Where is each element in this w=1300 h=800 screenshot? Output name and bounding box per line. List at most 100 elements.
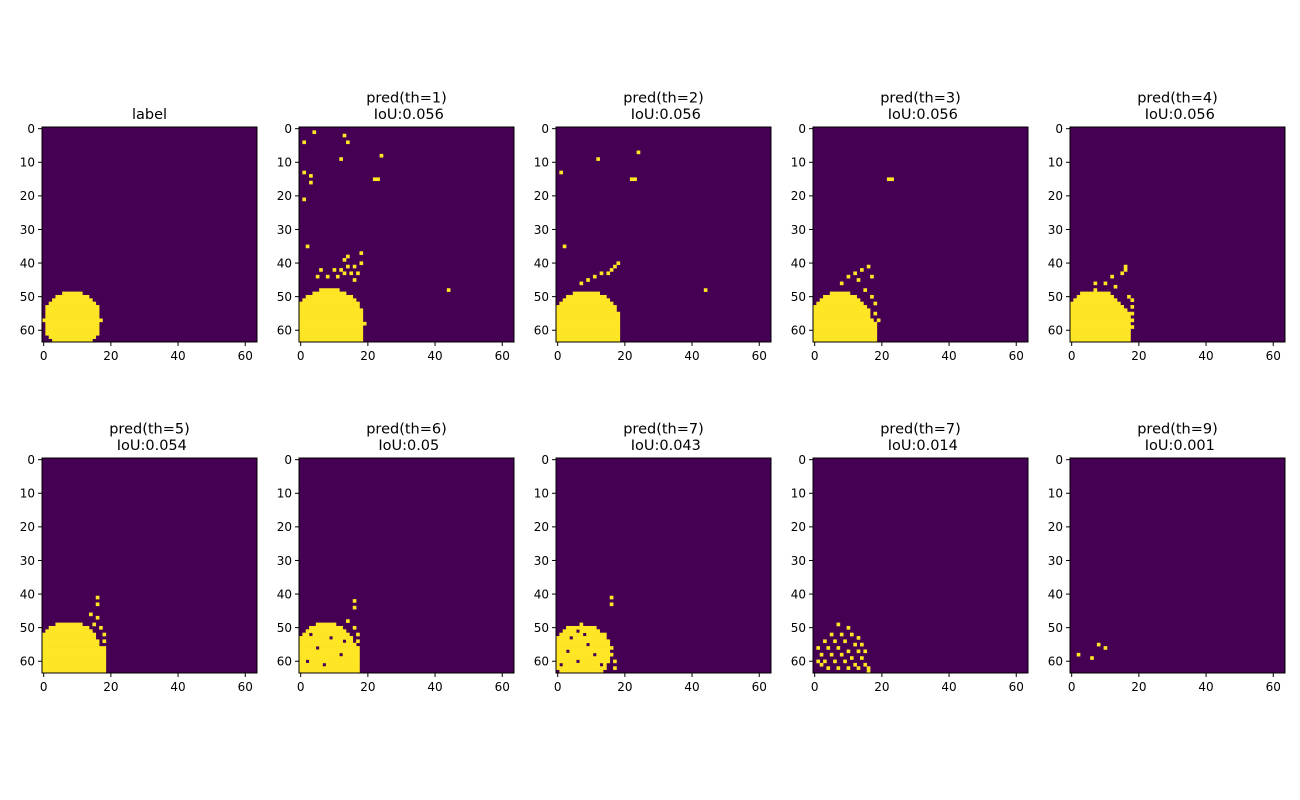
x-tick-label: 60 <box>752 349 767 363</box>
heatmap-cell <box>339 157 343 161</box>
y-tick-label: 40 <box>534 256 549 270</box>
heatmap-cell <box>629 177 637 182</box>
x-tick-label: 40 <box>427 680 442 694</box>
heatmap-cell <box>596 652 614 657</box>
subplot-title: pred(th=4) IoU:0.056 <box>1137 91 1218 124</box>
x-tick-label: 0 <box>554 349 562 363</box>
y-tick-label: 30 <box>534 223 549 237</box>
heatmap-cell <box>1090 656 1094 660</box>
subplot-title-line: pred(th=4) <box>1137 91 1218 107</box>
y-tick-label: 0 <box>798 453 806 467</box>
heatmap-cell <box>45 331 100 336</box>
heatmap-cell <box>853 662 857 667</box>
heatmap-cell <box>45 328 100 333</box>
subplot-title-line: pred(th=9) <box>1137 422 1218 438</box>
subplot-title: pred(th=7) IoU:0.043 <box>623 422 704 455</box>
heatmap-cell <box>556 305 617 309</box>
heatmap-cell <box>846 649 851 654</box>
heatmap-cell <box>299 646 317 650</box>
y-tick-label: 20 <box>277 520 292 534</box>
heatmap-cell <box>309 174 313 178</box>
heatmap-cell <box>45 305 100 309</box>
heatmap-cell <box>843 659 847 664</box>
heatmap-cell <box>45 315 100 319</box>
x-tick-label: 40 <box>1198 680 1213 694</box>
heatmap-cell <box>1070 335 1131 339</box>
x-tick-label: 60 <box>1266 349 1281 363</box>
subplot-title-line: IoU:0.056 <box>1140 107 1215 123</box>
heatmap-cell <box>813 315 871 319</box>
heatmap-cell <box>302 197 307 202</box>
heatmap-cell <box>99 625 103 630</box>
heatmap-foreground <box>556 150 708 343</box>
subplot-title-line: IoU:0.054 <box>112 438 187 454</box>
heatmap-cell <box>319 268 323 272</box>
heatmap-cell <box>45 308 100 313</box>
heatmap-cell <box>55 294 90 299</box>
x-tick-label: 40 <box>1198 349 1213 363</box>
heatmap-cell <box>556 666 607 670</box>
y-tick-label: 60 <box>534 324 549 338</box>
heatmap-cell <box>299 308 364 313</box>
heatmap-cell <box>95 615 100 620</box>
y-tick-label: 40 <box>277 587 292 601</box>
heatmap-cell <box>833 659 837 664</box>
heatmap-cell <box>305 244 310 249</box>
subplot-title-line: IoU:0.001 <box>1140 438 1215 454</box>
heatmap-cell <box>1103 281 1108 286</box>
x-tick-label: 40 <box>684 680 699 694</box>
heatmap-cell <box>299 311 364 316</box>
y-tick-label: 0 <box>541 122 549 136</box>
heatmap-cell <box>860 656 864 660</box>
y-tick-label: 20 <box>20 189 35 203</box>
heatmap-cell <box>379 153 384 158</box>
x-tick-label: 40 <box>684 349 699 363</box>
subplot-title-line: pred(th=7) <box>623 422 704 438</box>
y-tick-label: 30 <box>277 554 292 568</box>
heatmap-cell <box>599 271 604 276</box>
heatmap-cell <box>1110 274 1114 279</box>
heatmap-cell <box>586 278 590 282</box>
heatmap-cell <box>42 666 107 670</box>
heatmap-foreground <box>813 177 894 343</box>
axes-frame <box>298 457 515 674</box>
y-tick-label: 40 <box>277 256 292 270</box>
heatmap-cell <box>846 625 851 630</box>
heatmap-cell <box>302 170 307 175</box>
heatmap-cell <box>356 632 360 637</box>
subplot-title: pred(th=5) IoU:0.054 <box>109 422 190 455</box>
x-tick-label: 40 <box>941 349 956 363</box>
heatmap-cell <box>52 298 93 302</box>
y-tick-label: 50 <box>791 621 806 635</box>
heatmap-cell <box>1070 325 1135 329</box>
y-tick-label: 60 <box>534 655 549 669</box>
heatmap-cell <box>42 649 107 654</box>
heatmap-cell <box>299 301 360 306</box>
heatmap-cell <box>819 298 861 302</box>
heatmap-cell <box>556 646 614 650</box>
y-tick-label: 10 <box>277 487 292 501</box>
y-tick-label: 60 <box>20 655 35 669</box>
heatmap-cell <box>299 649 360 654</box>
heatmap-cell <box>556 315 621 319</box>
subplot-4: pred(th=3) IoU:0.056 0 20 40 60 0 10 20 30 40 50 60 <box>791 91 1029 363</box>
heatmap-cell <box>346 619 350 623</box>
heatmap-cell <box>613 264 617 269</box>
subplot-3: pred(th=2) IoU:0.056 0 20 40 60 0 10 20 30 40 50 60 <box>534 91 772 363</box>
y-tick-label: 30 <box>791 223 806 237</box>
heatmap-cell <box>299 318 364 323</box>
subplot-5: pred(th=4) IoU:0.056 0 20 40 60 0 10 20 30 40 50 60 <box>1048 91 1286 363</box>
heatmap-cell <box>592 274 597 279</box>
heatmap-cell <box>579 622 584 627</box>
heatmap-cell <box>836 622 841 627</box>
heatmap-cell <box>703 288 708 292</box>
heatmap-cell <box>559 669 604 674</box>
heatmap-cell <box>302 632 310 637</box>
heatmap-cell <box>312 130 317 135</box>
heatmap-cell <box>1127 294 1131 299</box>
x-tick-label: 20 <box>617 349 632 363</box>
heatmap-cell <box>860 642 864 647</box>
heatmap-cell <box>299 325 364 329</box>
heatmap-cell <box>1123 268 1128 272</box>
